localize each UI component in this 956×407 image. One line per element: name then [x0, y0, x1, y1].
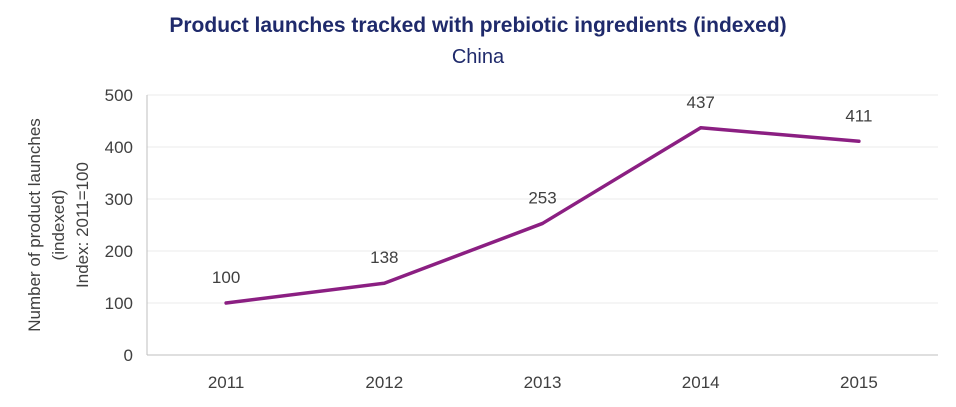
chart-title: Product launches tracked with prebiotic … — [169, 14, 786, 37]
y-axis-label-line: (indexed) — [49, 190, 68, 261]
data-labels: 100 138 253 437 411 — [212, 93, 873, 287]
x-tick-label: 2012 — [365, 373, 403, 392]
data-point — [541, 221, 544, 225]
data-label: 411 — [845, 106, 872, 125]
y-axis-label: Number of product launches (indexed) Index… — [25, 118, 92, 332]
y-tick-label: 500 — [105, 86, 133, 105]
axes — [146, 95, 938, 356]
data-point — [224, 301, 228, 305]
series-line — [224, 126, 861, 305]
data-point — [857, 139, 861, 143]
y-tick-label: 100 — [105, 294, 133, 313]
data-label: 253 — [528, 188, 556, 207]
chart-subtitle: China — [452, 46, 505, 68]
y-tick-label: 200 — [105, 242, 133, 261]
data-label: 100 — [212, 268, 240, 287]
data-point — [382, 281, 386, 285]
x-tick-labels: 2011 2012 2013 2014 2015 — [208, 373, 878, 392]
series-line-path — [224, 126, 861, 305]
y-axis-label-line: Number of product launches — [25, 118, 44, 332]
gridlines — [147, 94, 938, 304]
y-axis-label-line: Index: 2011=100 — [73, 162, 92, 288]
x-tick-label: 2013 — [524, 373, 562, 392]
data-point — [699, 126, 703, 130]
y-tick-label: 300 — [105, 190, 133, 209]
data-label: 437 — [687, 93, 715, 112]
x-tick-label: 2015 — [840, 373, 878, 392]
y-tick-label: 400 — [105, 138, 133, 157]
x-tick-label: 2011 — [208, 373, 245, 392]
data-label: 138 — [370, 248, 398, 267]
x-tick-label: 2014 — [682, 373, 720, 392]
y-tick-labels: 0 100 200 300 400 500 — [105, 86, 133, 365]
y-tick-label: 0 — [124, 346, 133, 365]
